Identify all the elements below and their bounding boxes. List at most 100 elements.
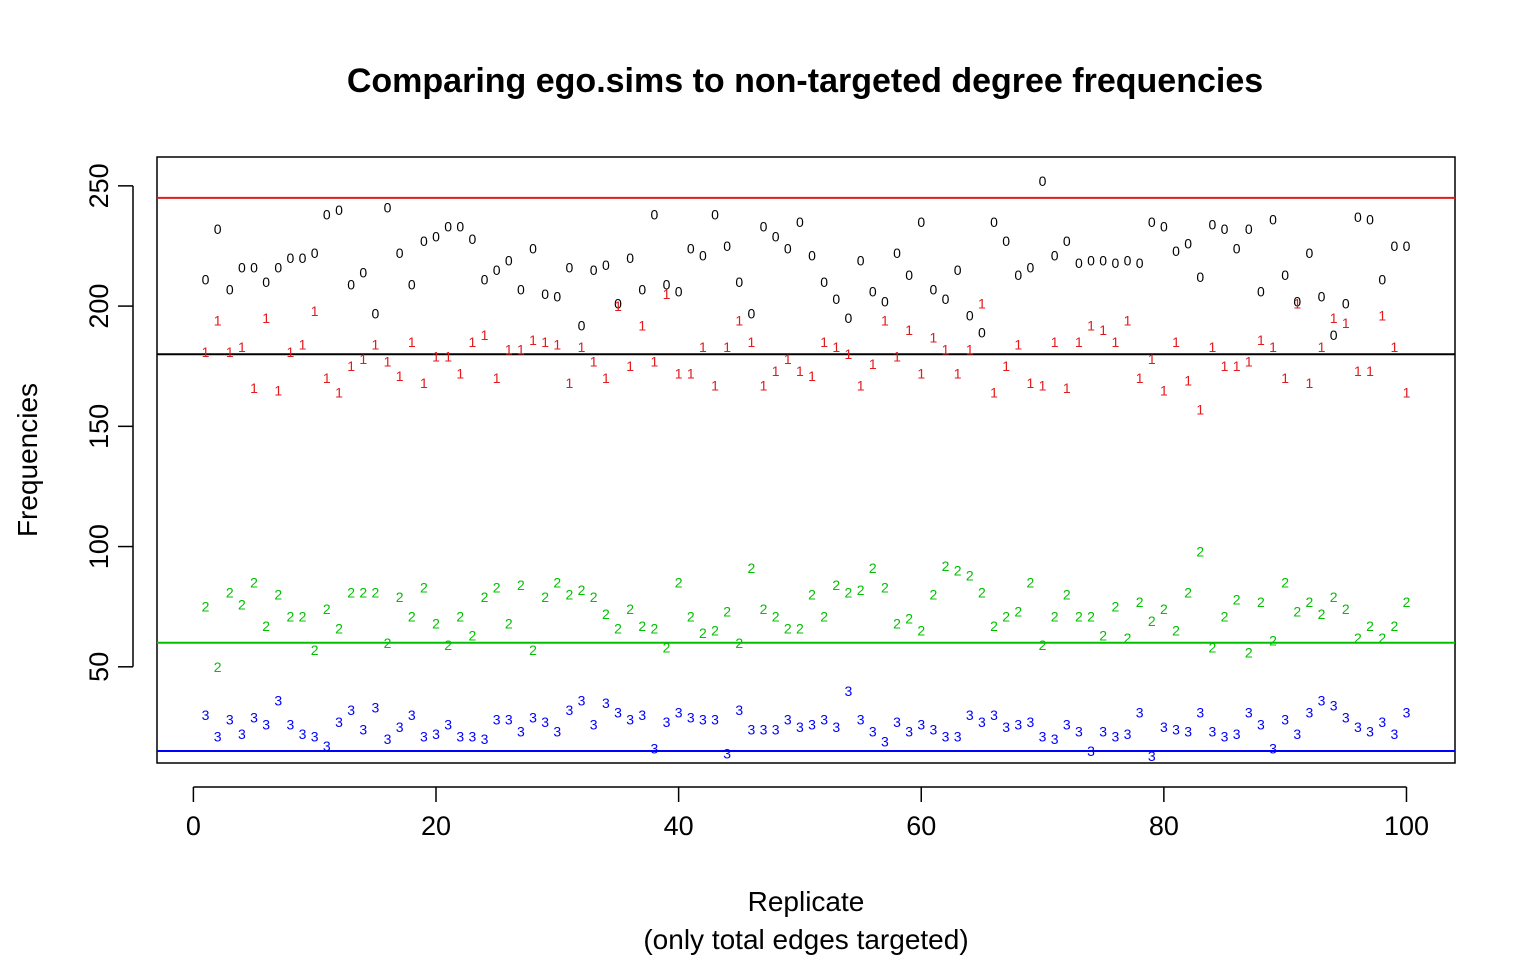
point-2: 2 xyxy=(505,616,513,632)
point-2: 2 xyxy=(444,637,452,653)
point-0: 0 xyxy=(1330,327,1338,343)
point-0: 0 xyxy=(238,260,246,276)
point-2: 2 xyxy=(832,577,840,593)
point-3: 3 xyxy=(1318,692,1326,708)
point-2: 2 xyxy=(675,575,683,591)
point-3: 3 xyxy=(1039,729,1047,745)
point-1: 1 xyxy=(1111,334,1119,350)
point-1: 1 xyxy=(675,365,683,381)
point-0: 0 xyxy=(1281,267,1289,283)
point-2: 2 xyxy=(456,608,464,624)
point-2: 2 xyxy=(942,558,950,574)
point-1: 1 xyxy=(1233,358,1241,374)
point-3: 3 xyxy=(590,717,598,733)
point-1: 1 xyxy=(1039,377,1047,393)
point-1: 1 xyxy=(299,337,307,353)
point-1: 1 xyxy=(1075,334,1083,350)
point-0: 0 xyxy=(1087,252,1095,268)
point-1: 1 xyxy=(1318,339,1326,355)
point-1: 1 xyxy=(711,377,719,393)
point-1: 1 xyxy=(347,358,355,374)
point-1: 1 xyxy=(820,334,828,350)
point-3: 3 xyxy=(1184,724,1192,740)
point-2: 2 xyxy=(1257,594,1265,610)
point-3: 3 xyxy=(748,721,756,737)
point-3: 3 xyxy=(541,714,549,730)
point-0: 0 xyxy=(869,284,877,300)
point-2: 2 xyxy=(335,620,343,636)
x-tick-label: 100 xyxy=(1384,811,1429,841)
point-3: 3 xyxy=(1075,724,1083,740)
point-1: 1 xyxy=(553,337,561,353)
point-2: 2 xyxy=(250,575,258,591)
point-3: 3 xyxy=(202,707,210,723)
point-3: 3 xyxy=(396,719,404,735)
point-1: 1 xyxy=(1245,353,1253,369)
point-1: 1 xyxy=(796,363,804,379)
point-1: 1 xyxy=(760,377,768,393)
point-2: 2 xyxy=(274,587,282,603)
point-1: 1 xyxy=(893,349,901,365)
point-2: 2 xyxy=(1039,637,1047,653)
point-3: 3 xyxy=(1014,717,1022,733)
point-1: 1 xyxy=(323,370,331,386)
point-2: 2 xyxy=(602,606,610,622)
point-1: 1 xyxy=(1136,370,1144,386)
point-0: 0 xyxy=(1403,238,1411,254)
x-tick-label: 0 xyxy=(186,811,201,841)
point-0: 0 xyxy=(1148,214,1156,230)
point-0: 0 xyxy=(202,272,210,288)
point-2: 2 xyxy=(711,623,719,639)
point-0: 0 xyxy=(1160,219,1168,235)
point-0: 0 xyxy=(978,325,986,341)
point-0: 0 xyxy=(966,308,974,324)
point-1: 1 xyxy=(541,334,549,350)
point-1: 1 xyxy=(905,322,913,338)
point-3: 3 xyxy=(1087,743,1095,759)
point-0: 0 xyxy=(1233,240,1241,256)
point-1: 1 xyxy=(469,334,477,350)
point-3: 3 xyxy=(1281,712,1289,728)
point-3: 3 xyxy=(1099,724,1107,740)
point-1: 1 xyxy=(287,344,295,360)
point-1: 1 xyxy=(1087,317,1095,333)
point-0: 0 xyxy=(845,310,853,326)
point-1: 1 xyxy=(1160,382,1168,398)
point-2: 2 xyxy=(420,579,428,595)
point-1: 1 xyxy=(966,341,974,357)
point-2: 2 xyxy=(845,584,853,600)
point-3: 3 xyxy=(869,724,877,740)
point-3: 3 xyxy=(347,702,355,718)
point-2: 2 xyxy=(699,625,707,641)
point-3: 3 xyxy=(505,712,513,728)
point-2: 2 xyxy=(1342,601,1350,617)
point-0: 0 xyxy=(1136,255,1144,271)
point-0: 0 xyxy=(650,207,658,223)
point-0: 0 xyxy=(1051,248,1059,264)
point-3: 3 xyxy=(857,712,865,728)
point-1: 1 xyxy=(1196,402,1204,418)
point-2: 2 xyxy=(1245,644,1253,660)
point-1: 1 xyxy=(202,344,210,360)
point-3: 3 xyxy=(481,731,489,747)
point-3: 3 xyxy=(881,733,889,749)
point-1: 1 xyxy=(1269,339,1277,355)
point-0: 0 xyxy=(1172,243,1180,259)
point-2: 2 xyxy=(1269,632,1277,648)
point-1: 1 xyxy=(517,341,525,357)
point-0: 0 xyxy=(529,240,537,256)
point-2: 2 xyxy=(784,620,792,636)
point-3: 3 xyxy=(942,729,950,745)
point-3: 3 xyxy=(250,709,258,725)
point-3: 3 xyxy=(1148,748,1156,764)
point-3: 3 xyxy=(1160,719,1168,735)
point-2: 2 xyxy=(929,587,937,603)
point-3: 3 xyxy=(735,702,743,718)
point-3: 3 xyxy=(602,695,610,711)
point-0: 0 xyxy=(1002,233,1010,249)
point-3: 3 xyxy=(311,729,319,745)
point-2: 2 xyxy=(1354,630,1362,646)
point-0: 0 xyxy=(541,286,549,302)
point-2: 2 xyxy=(1403,594,1411,610)
